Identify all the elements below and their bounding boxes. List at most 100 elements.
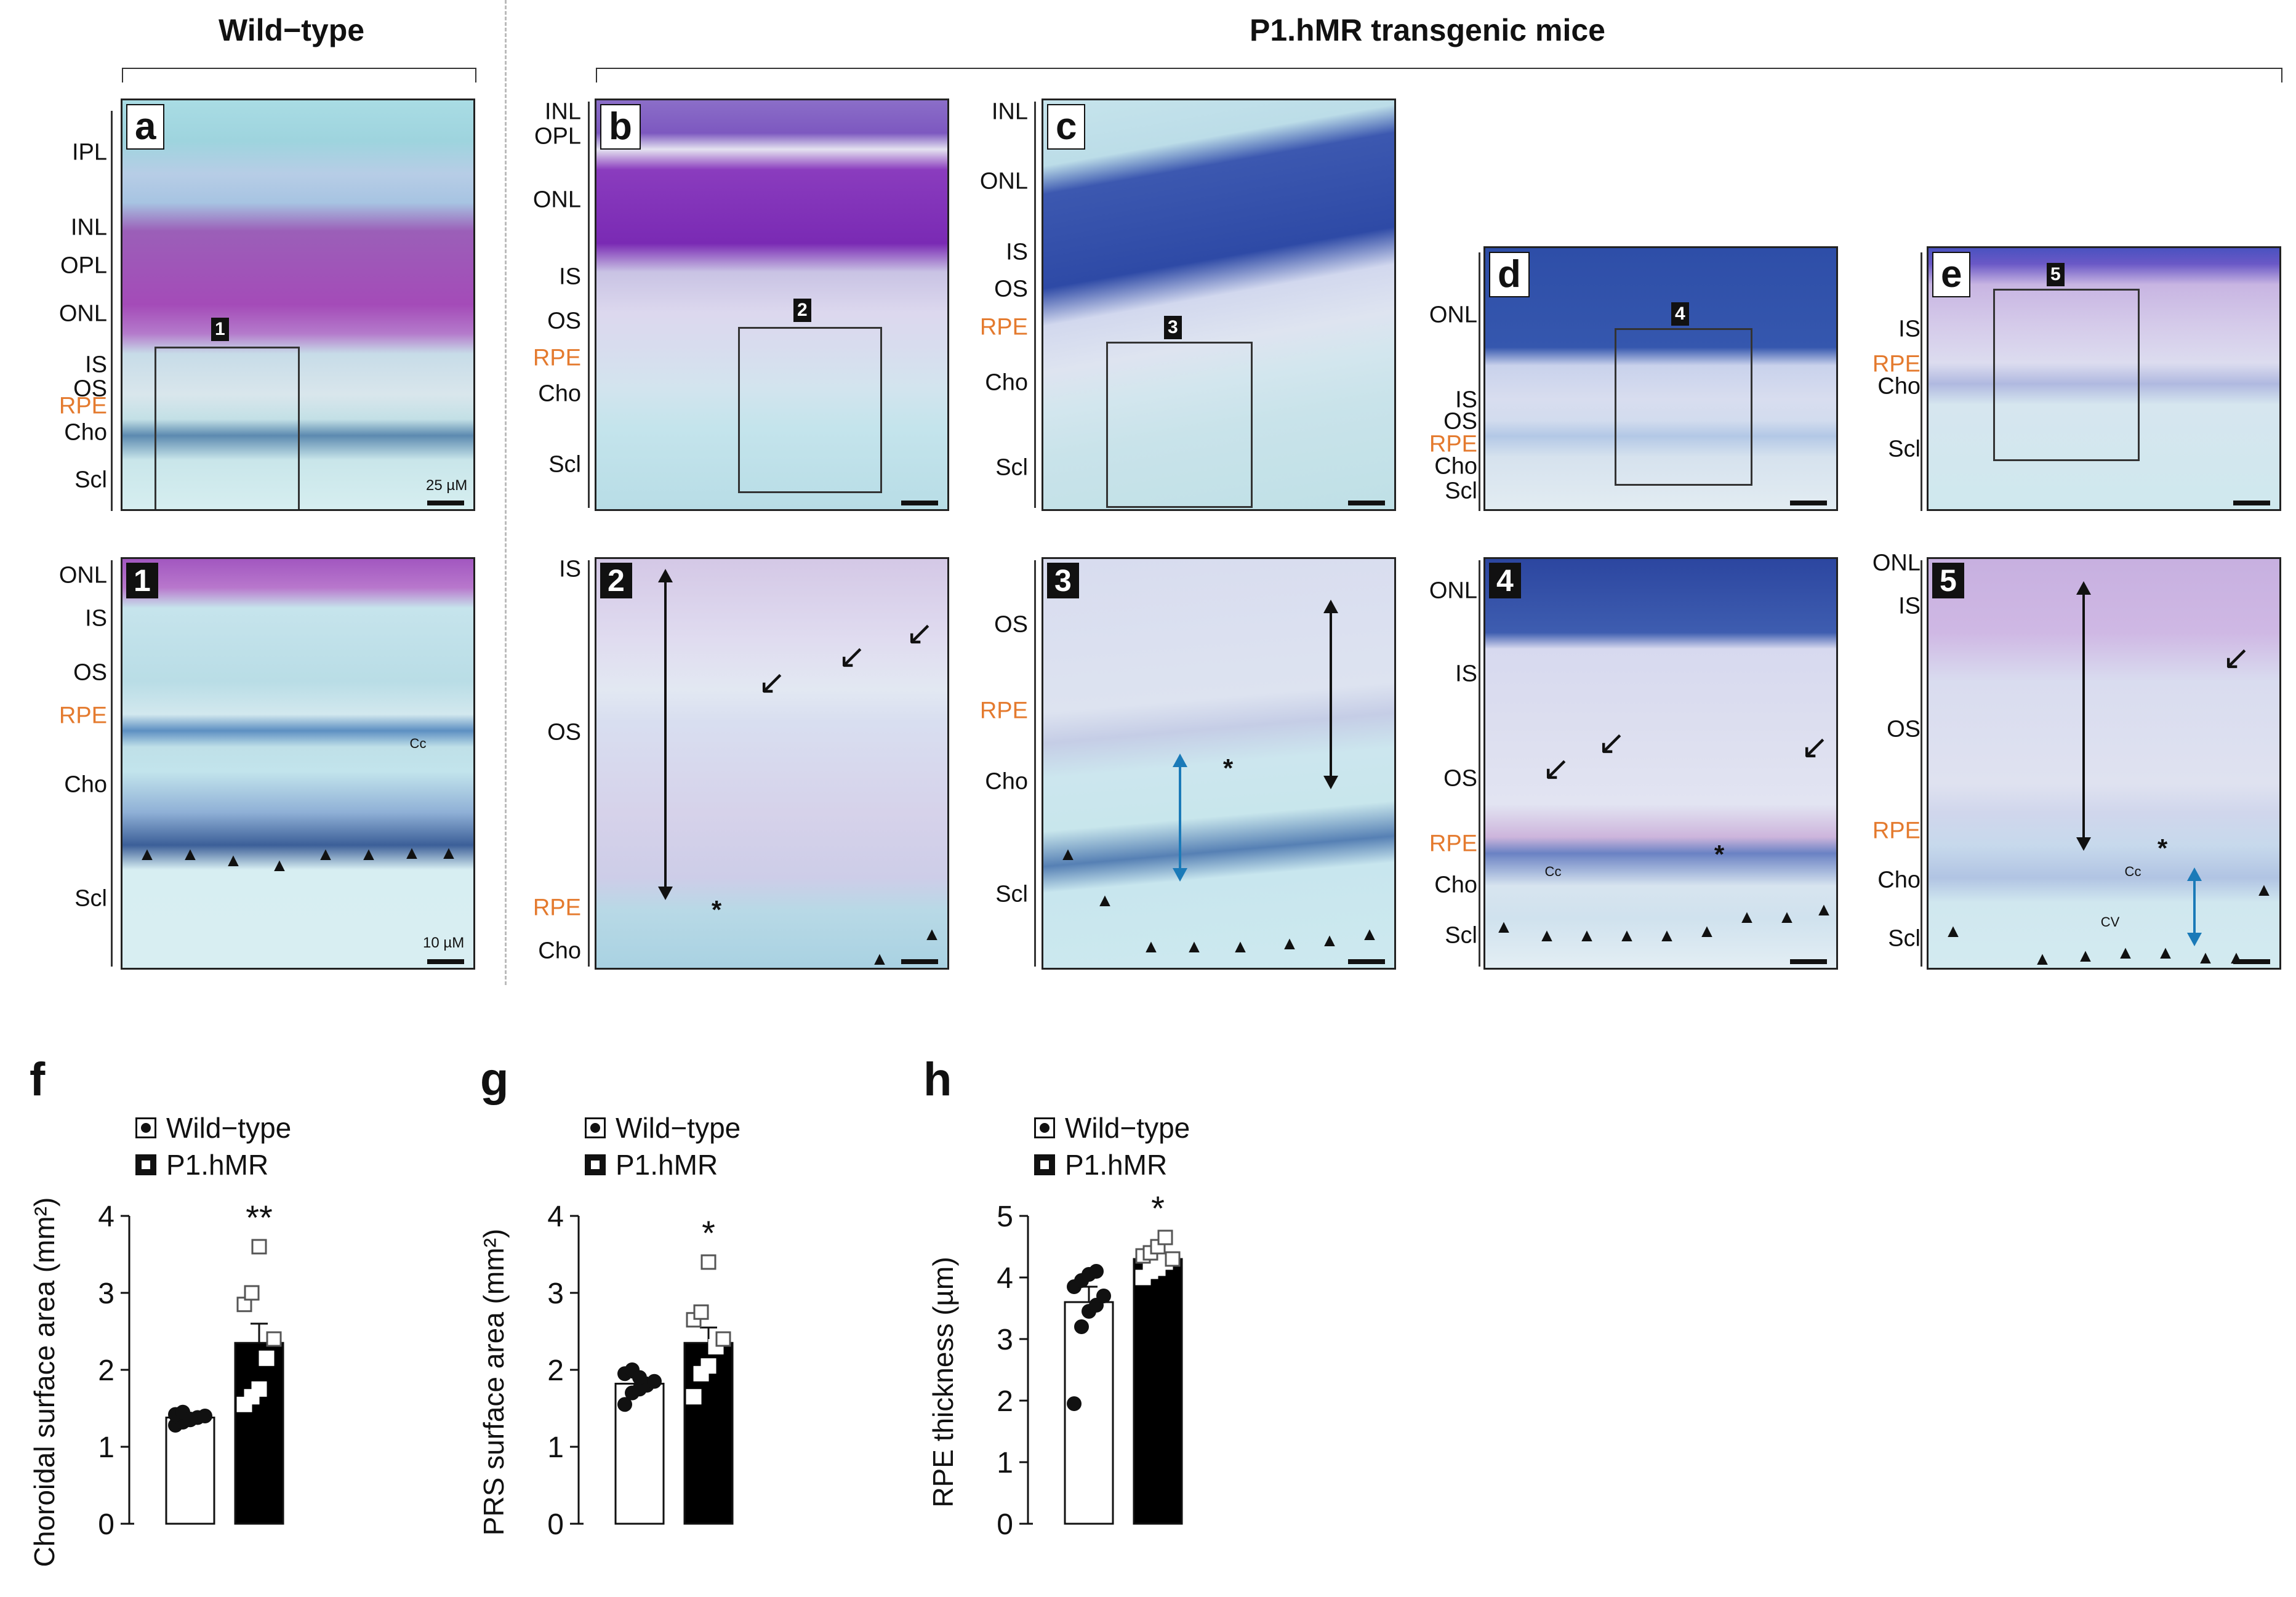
panel-3-layer-labels: OS RPE Cho Scl (917, 557, 1038, 970)
legend-symbol-wildtype (135, 1117, 156, 1138)
double-arrow-blue (2187, 867, 2202, 946)
arrow-marker: ↙ (1542, 750, 1570, 787)
arrowhead-marker: ▲ (1231, 936, 1250, 957)
layer-label: Cho (985, 369, 1028, 396)
legend-symbol-wildtype (585, 1117, 606, 1138)
layer-label: OS (1887, 716, 1921, 742)
layer-label: INL (991, 99, 1028, 125)
layer-label: RPE (532, 895, 581, 921)
layer-label: Cho (538, 380, 581, 407)
arrowhead-marker: ▲ (270, 855, 289, 875)
arrow-marker: ↙ (1800, 728, 1829, 766)
scale-bar (901, 959, 938, 964)
panel-e: e 5 (1927, 246, 2281, 511)
data-point (1157, 1229, 1173, 1245)
layer-label: Cho (64, 419, 107, 446)
layer-label: RPE (532, 345, 581, 371)
layer-label: Scl (74, 467, 107, 493)
legend-symbol-p1hmr (1034, 1154, 1055, 1175)
layer-label: ONL (1872, 550, 1921, 576)
arrowhead-marker: ▲ (2255, 880, 2273, 900)
legend-symbol-wildtype (1034, 1117, 1055, 1138)
arrow-marker: ↙ (2222, 639, 2250, 677)
y-tick-label: 0 (547, 1508, 564, 1541)
panel-label: 5 (1932, 563, 1964, 598)
layer-label: OS (547, 719, 581, 746)
double-arrow (658, 569, 673, 900)
layer-label: IS (1455, 387, 1477, 413)
arrowhead-marker: ▲ (440, 843, 458, 863)
layer-label: ONL (58, 562, 107, 589)
bar (1133, 1258, 1183, 1525)
layer-label: RPE (1429, 431, 1477, 457)
inset-box-number: 3 (1164, 316, 1182, 339)
data-point (700, 1254, 716, 1270)
layer-bracket (111, 560, 113, 967)
arrowhead-marker: ▲ (870, 949, 889, 969)
bar (1064, 1301, 1114, 1525)
arrow-marker: ↙ (1597, 724, 1626, 762)
panel-label: a (126, 104, 165, 150)
double-arrow (1323, 600, 1338, 789)
legend-label-p1hmr: P1.hMR (1065, 1149, 1168, 1181)
arrow-marker: ↙ (758, 664, 786, 701)
arrowhead-marker: ▲ (2116, 943, 2135, 963)
panel-label: d (1489, 252, 1530, 297)
data-point (647, 1374, 662, 1389)
arrowhead-marker: ▲ (1698, 921, 1716, 941)
data-point (266, 1331, 282, 1347)
layer-bracket (1921, 560, 1922, 967)
panel-4: 4 ↙ ↙ ↙ * Cc ▲ ▲ ▲ ▲ ▲ ▲ ▲ ▲ ▲ (1483, 557, 1838, 970)
arrow-marker: ↙ (838, 638, 866, 675)
double-arrow-blue (1173, 754, 1187, 882)
scale-bar-label: 10 µM (423, 935, 465, 951)
layer-label: INL (70, 214, 107, 241)
inset-box-1 (155, 347, 300, 509)
y-tick-label: 2 (997, 1385, 1013, 1418)
layer-label: OS (547, 308, 581, 334)
cv-label: CV (2100, 914, 2120, 930)
legend-label-wildtype: Wild−type (1065, 1112, 1190, 1144)
y-tick-label: 1 (98, 1431, 114, 1464)
layer-bracket (1034, 560, 1036, 967)
arrowhead-marker: ▲ (1185, 936, 1203, 957)
panel-1: 1 Cc ▲ ▲ ▲ ▲ ▲ ▲ ▲ ▲ 10 µM (121, 557, 475, 970)
layer-label: Cho (1434, 872, 1477, 898)
arrowhead-marker: ▲ (1495, 917, 1513, 937)
arrowhead-marker: ▲ (1944, 921, 1962, 941)
scale-bar (2233, 959, 2270, 964)
layer-bracket (1479, 560, 1480, 967)
data-point (1096, 1289, 1111, 1303)
layer-label: RPE (1872, 818, 1921, 844)
scale-bar-label: 25 µM (426, 477, 468, 494)
panel-2: 2 ↙ ↙ ↙ * ▲ ▲ (595, 557, 949, 970)
data-point (632, 1370, 647, 1385)
data-point (259, 1350, 275, 1366)
bracket-wildtype (122, 68, 476, 82)
layer-label: RPE (1429, 831, 1477, 857)
panel-3: 3 * ▲ ▲ ▲ ▲ ▲ ▲ ▲ ▲ (1042, 557, 1396, 970)
arrowhead-marker: ▲ (1538, 925, 1556, 946)
layer-label: Cho (1434, 453, 1477, 480)
layer-label: OS (1443, 765, 1477, 792)
asterisk-marker: * (1222, 754, 1234, 782)
legend-label-wildtype: Wild−type (616, 1112, 741, 1144)
data-point (1089, 1264, 1104, 1279)
arrowhead-marker: ▲ (1738, 907, 1756, 927)
layer-label: Scl (74, 885, 107, 912)
layer-label: OS (73, 659, 107, 686)
layer-label: IS (85, 352, 107, 378)
asterisk-marker: * (2157, 834, 2168, 863)
scale-bar (2233, 501, 2270, 505)
panel-label: e (1932, 252, 1971, 297)
arrowhead-marker: ▲ (2076, 946, 2095, 966)
data-point (198, 1409, 212, 1423)
y-axis-label: PRS surface area (mm²) (478, 1229, 510, 1535)
asterisk-marker: * (711, 895, 722, 924)
data-point (183, 1412, 198, 1426)
y-tick-label: 1 (997, 1447, 1013, 1479)
arrowhead-marker: ▲ (181, 844, 199, 864)
layer-label: OS (73, 376, 107, 402)
scale-bar (1348, 959, 1385, 964)
arrowhead-marker: ▲ (403, 843, 421, 863)
